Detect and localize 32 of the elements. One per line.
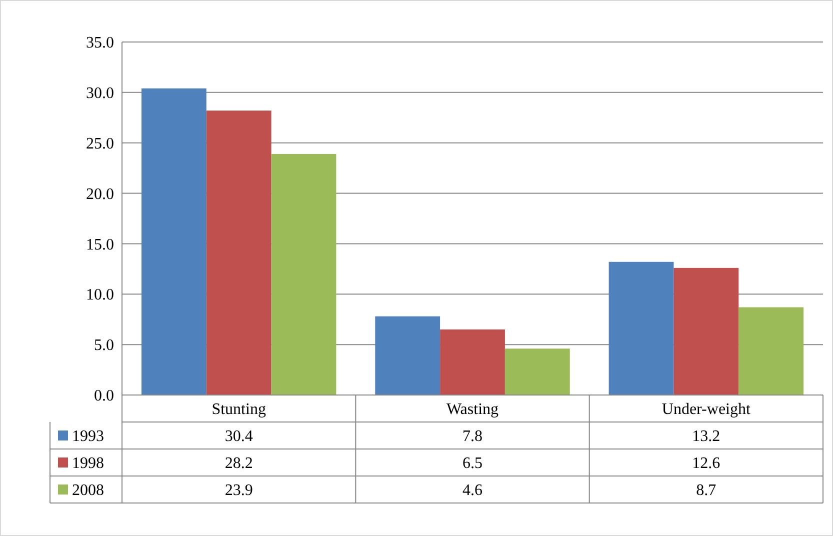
data-label: 13.2 <box>692 428 720 446</box>
bar <box>738 307 804 395</box>
data-label: 7.8 <box>462 428 482 446</box>
data-label: 28.2 <box>224 455 253 472</box>
y-tick-label: 20.0 <box>86 186 114 203</box>
y-tick-label: 25.0 <box>86 135 114 152</box>
data-label: 6.5 <box>462 455 482 472</box>
bar <box>440 329 505 395</box>
bar <box>375 316 440 395</box>
legend-label: 1998 <box>72 455 104 472</box>
y-tick-label: 10.0 <box>86 286 114 304</box>
data-label: 12.6 <box>692 455 720 472</box>
bar <box>674 268 739 395</box>
legend-label: 1993 <box>72 428 104 446</box>
bar <box>141 88 206 395</box>
y-tick-label: 0.0 <box>94 388 114 405</box>
bar <box>504 348 570 395</box>
x-tick-label: Under-weight <box>662 401 751 418</box>
data-label: 4.6 <box>462 482 482 500</box>
data-label: 30.4 <box>224 428 253 446</box>
y-tick-label: 5.0 <box>94 337 114 354</box>
bar <box>608 262 674 395</box>
bar <box>206 110 272 395</box>
y-tick-label: 35.0 <box>86 34 114 52</box>
x-tick-label: Wasting <box>446 401 499 418</box>
legend-label: 2008 <box>72 482 104 500</box>
y-tick-label: 15.0 <box>86 236 114 254</box>
data-label: 23.9 <box>224 482 253 500</box>
bar <box>271 154 336 395</box>
data-label: 8.7 <box>696 482 716 500</box>
x-tick-label: Stunting <box>212 401 266 418</box>
y-tick-label: 30.0 <box>86 85 114 102</box>
